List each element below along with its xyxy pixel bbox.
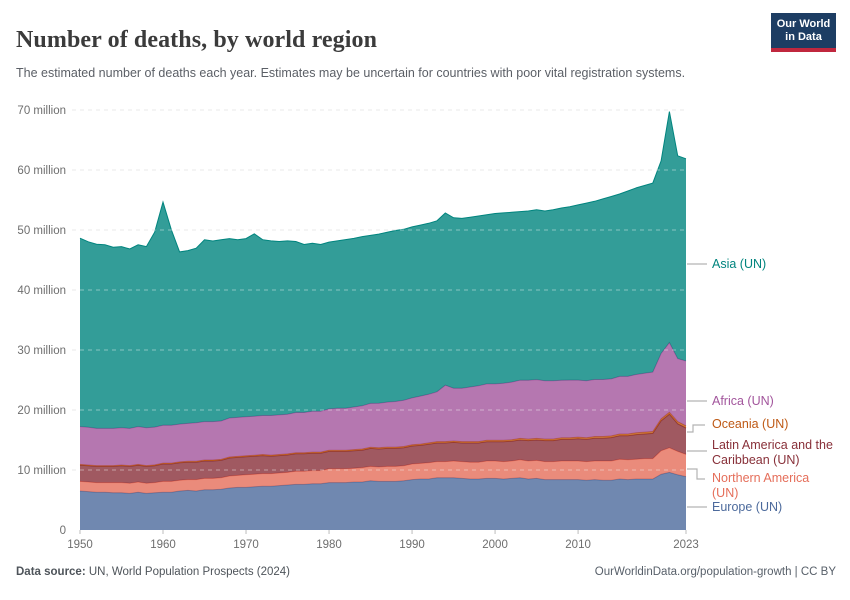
x-tick-label: 1980 [316,539,342,551]
y-tick-label: 60 million [17,165,66,177]
x-tick-label: 1960 [150,539,176,551]
legend-item-northern-america-un[interactable]: Northern America (UN) [712,471,810,500]
legend-item-europe-un[interactable]: Europe (UN) [712,500,783,514]
x-tick-label: 1970 [233,539,259,551]
y-axis-labels: 0 10 million 20 million 30 million 40 millio… [17,105,66,537]
legend-connectors [687,263,707,508]
series-area-asia-un[interactable] [79,111,687,429]
legend-item-africa-un[interactable]: Africa (UN) [712,394,774,408]
y-tick-label: 70 million [17,105,66,117]
x-tick-label: 1990 [399,539,425,551]
y-tick-label: 50 million [17,225,66,237]
x-axis: 1950 1960 1970 1980 1990 2000 2010 2023 [67,530,699,551]
legend-item-oceania-un[interactable]: Oceania (UN) [712,417,789,431]
chart-subtitle: The estimated number of deaths each year… [16,65,686,80]
x-tick-label: 2010 [565,539,591,551]
y-tick-label: 30 million [17,345,66,357]
gridlines-overlay [72,109,686,471]
chart-footer: Data source: UN, World Population Prospe… [16,566,836,578]
y-tick-label: 0 [60,525,66,537]
owid-logo-line1: Our World [776,18,831,30]
owid-logo[interactable]: Our World in Data [771,13,836,52]
data-source-text: UN, World Population Prospects (2024) [88,566,291,578]
y-tick-label: 40 million [17,285,66,297]
x-tick-label: 2000 [482,539,508,551]
owid-logo-line2: in Data [785,31,822,43]
license-link[interactable]: OurWorldinData.org/population-growth | C… [594,566,836,578]
data-source-label: Data source: [16,566,86,578]
x-tick-label: 2023 [673,539,699,551]
page-title: Number of deaths, by world region [16,27,378,54]
x-tick-label: 1950 [67,539,93,551]
legend-item-asia-un[interactable]: Asia (UN) [712,257,767,271]
y-tick-label: 10 million [17,465,66,477]
y-tick-label: 20 million [17,405,66,417]
legend-item-latin-america-and-the-caribbean-un[interactable]: Latin America and the Caribbean (UN) [712,438,833,467]
data-source: Data source: UN, World Population Prospe… [16,566,290,578]
